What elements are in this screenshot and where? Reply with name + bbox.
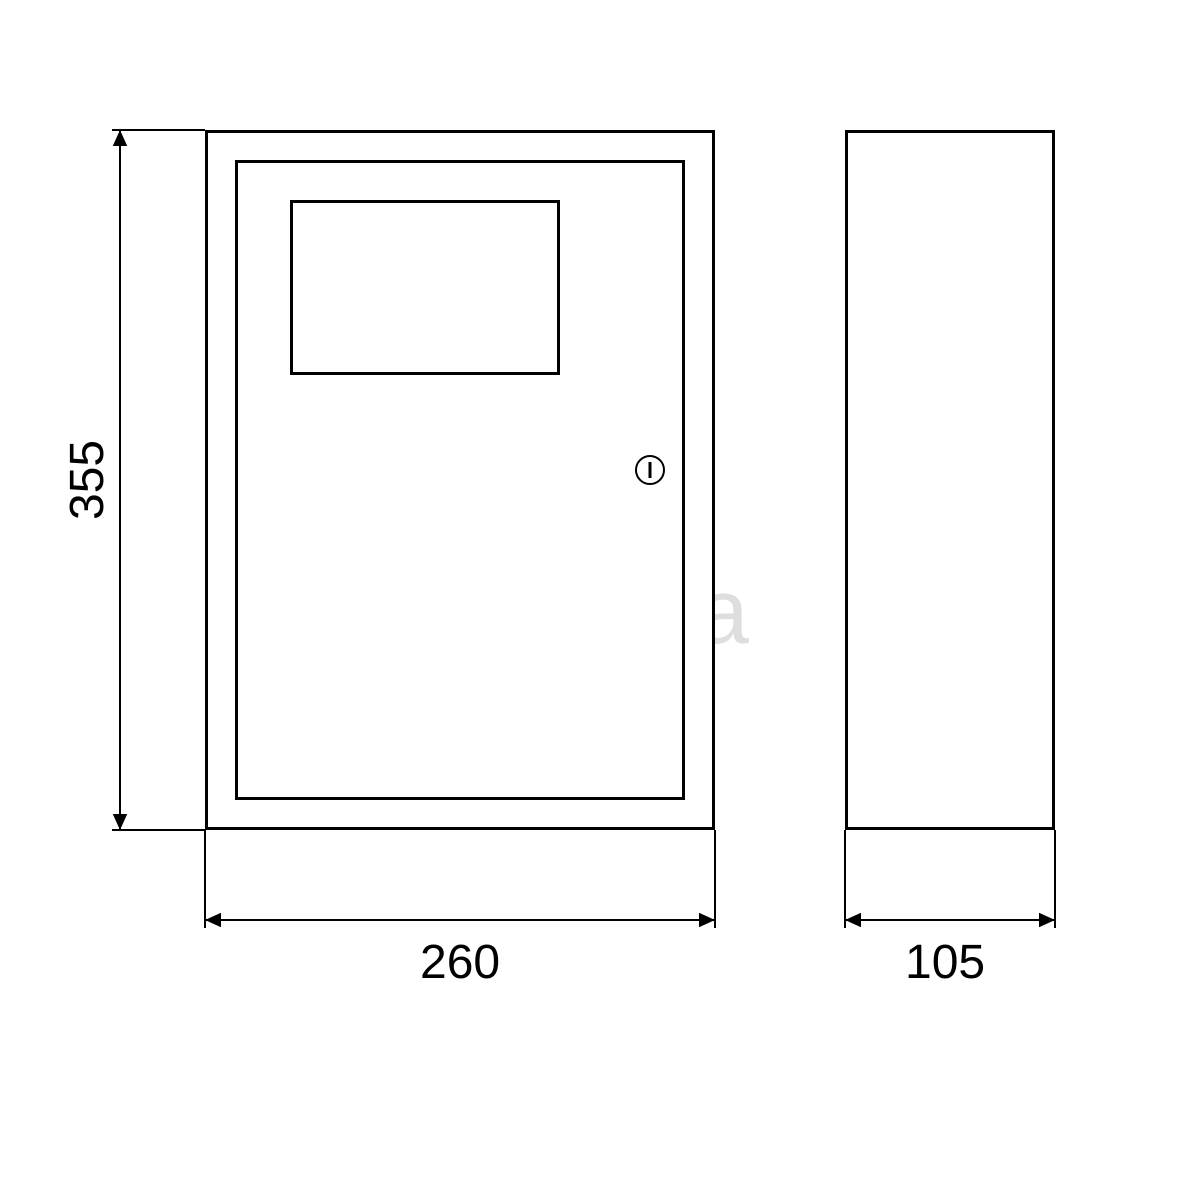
dim-ws-arrow-l	[845, 913, 861, 928]
dim-height-arrow-top	[113, 130, 128, 146]
dim-wf-arrow-r	[699, 913, 715, 928]
dim-height-arrow-bot	[113, 814, 128, 830]
dim-width-front-label: 260	[420, 935, 500, 990]
dim-width-front	[205, 830, 715, 928]
dim-width-side	[845, 830, 1055, 928]
side-outer-rect	[845, 130, 1055, 830]
dim-wf-arrow-l	[205, 913, 221, 928]
dim-height	[112, 130, 205, 830]
dim-height-label: 355	[60, 440, 115, 520]
drawing-canvas: 001.com.ua	[0, 0, 1200, 1200]
dim-width-side-label: 105	[905, 935, 985, 990]
front-window-rect	[290, 200, 560, 375]
dim-ws-arrow-r	[1039, 913, 1055, 928]
